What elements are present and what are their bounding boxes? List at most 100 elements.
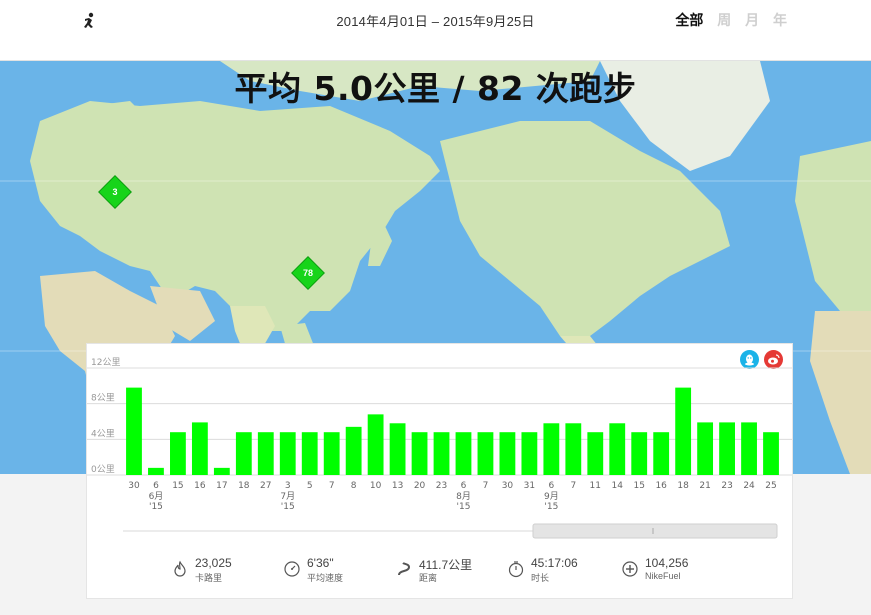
x-tick-label: 24 xyxy=(743,481,755,491)
bar xyxy=(148,467,164,475)
chart-panel: 12公里 8公里 4公里 0公里 30 6 15 16 17 18 27 3 5 7 8 10 13 20 23 6 7… xyxy=(86,343,793,599)
qq-icon xyxy=(745,354,754,366)
x-tick-label: 21 xyxy=(699,481,710,491)
stat-value: 45:17:06 xyxy=(531,556,578,570)
x-tick-label: 3 xyxy=(285,481,291,491)
stat-label: 卡路里 xyxy=(195,573,223,583)
bar xyxy=(477,432,494,475)
weibo-icon xyxy=(768,354,780,365)
bar xyxy=(433,432,450,475)
x-tick-label: 5 xyxy=(307,481,313,491)
map-marker[interactable]: 3 xyxy=(99,176,131,208)
bar xyxy=(411,432,428,475)
stopwatch-icon xyxy=(508,561,524,578)
x-tick-label: 17 xyxy=(216,481,227,491)
tab-week[interactable]: 周 xyxy=(717,12,732,28)
weibo-share-button[interactable] xyxy=(764,350,783,369)
stat-value: 23,025 xyxy=(195,556,232,570)
bar xyxy=(279,432,296,475)
x-tick-label: 10 xyxy=(370,481,382,491)
bar xyxy=(499,432,516,475)
x-tick-label: 13 xyxy=(392,481,403,491)
x-tick-label: 11 xyxy=(590,481,601,491)
flame-icon xyxy=(174,560,186,577)
month-label: 6月 xyxy=(149,491,164,502)
bar xyxy=(170,432,186,475)
stat-label: 时长 xyxy=(531,573,550,583)
x-tick-label: 30 xyxy=(502,481,514,491)
period-tabs: 全部 周 月 年 xyxy=(665,10,787,30)
x-tick-label: 8 xyxy=(351,481,357,491)
speedometer-icon xyxy=(284,561,300,577)
month-label: 9月 xyxy=(544,491,559,502)
bar xyxy=(609,423,626,475)
range-slider-handle[interactable] xyxy=(532,523,778,539)
bar xyxy=(763,432,779,475)
tab-year[interactable]: 年 xyxy=(773,12,787,28)
bar xyxy=(455,432,472,475)
x-tick-label: 16 xyxy=(655,481,667,491)
stats-row: 23,025 卡路里 6'36" 平均速度 411.7公里 距离 xyxy=(87,554,792,594)
bar xyxy=(257,432,274,475)
y-tick-label: 0公里 xyxy=(91,464,115,475)
x-tick-label: 7 xyxy=(483,481,489,491)
year-label: '15 xyxy=(149,502,163,512)
y-tick-label: 12公里 xyxy=(91,357,120,368)
bar xyxy=(653,432,670,475)
year-label: '15 xyxy=(457,502,471,512)
bar xyxy=(235,432,252,475)
bar xyxy=(543,423,560,475)
distance-bar-chart[interactable]: 12公里 8公里 4公里 0公里 30 6 15 16 17 18 27 3 5 7 8 10 13 20 23 6 7… xyxy=(87,344,792,554)
x-tick-label: 25 xyxy=(765,481,776,491)
tab-month[interactable]: 月 xyxy=(745,12,760,28)
bar xyxy=(697,422,714,475)
x-tick-label: 31 xyxy=(524,481,535,491)
x-tick-label: 7 xyxy=(329,481,335,491)
x-tick-label: 23 xyxy=(436,481,447,491)
bar xyxy=(587,432,604,475)
x-tick-label: 18 xyxy=(238,481,250,491)
map-marker[interactable]: 78 xyxy=(292,257,324,289)
top-bar: 2014年4月01日 – 2015年9月25日 全部 周 月 年 xyxy=(0,0,871,61)
bar xyxy=(126,387,142,475)
x-tick-label: 15 xyxy=(633,481,644,491)
bar xyxy=(675,387,692,475)
bar xyxy=(565,423,582,475)
x-tick-label: 16 xyxy=(194,481,206,491)
month-label: 8月 xyxy=(456,491,471,502)
bar xyxy=(719,422,735,475)
bar xyxy=(213,467,230,475)
bar xyxy=(741,422,757,475)
x-tick-label: 20 xyxy=(414,481,426,491)
bar xyxy=(389,423,406,475)
bar xyxy=(367,414,384,475)
x-tick-label: 30 xyxy=(128,481,140,491)
stat-label: 平均速度 xyxy=(307,573,344,583)
stat-value: 104,256 xyxy=(645,556,689,570)
tab-all[interactable]: 全部 xyxy=(675,12,704,28)
x-tick-label: 7 xyxy=(570,481,576,491)
summary-headline: 平均 5.0公里 / 82 次跑步 xyxy=(234,69,637,108)
x-tick-label: 18 xyxy=(677,481,689,491)
year-label: '15 xyxy=(544,502,558,512)
bar xyxy=(631,432,648,475)
x-tick-label: 15 xyxy=(172,481,183,491)
runner-logo-icon[interactable] xyxy=(80,12,98,32)
stat-value: 6'36" xyxy=(307,556,334,570)
bar xyxy=(301,432,318,475)
stat-value: 411.7公里 xyxy=(419,558,473,572)
qq-share-button[interactable] xyxy=(740,350,759,369)
x-tick-label: 6 xyxy=(461,481,467,491)
marker-count: 78 xyxy=(302,268,313,278)
x-tick-label: 6 xyxy=(548,481,554,491)
date-range: 2014年4月01日 – 2015年9月25日 xyxy=(336,14,535,29)
plus-circle-icon xyxy=(622,561,638,577)
x-tick-label: 27 xyxy=(260,481,271,491)
bar xyxy=(521,432,538,475)
route-icon xyxy=(398,562,411,576)
bar xyxy=(191,422,208,475)
x-tick-label: 23 xyxy=(721,481,732,491)
bar xyxy=(323,432,340,475)
x-tick-label: 14 xyxy=(612,481,624,491)
month-label: 7月 xyxy=(280,491,295,502)
